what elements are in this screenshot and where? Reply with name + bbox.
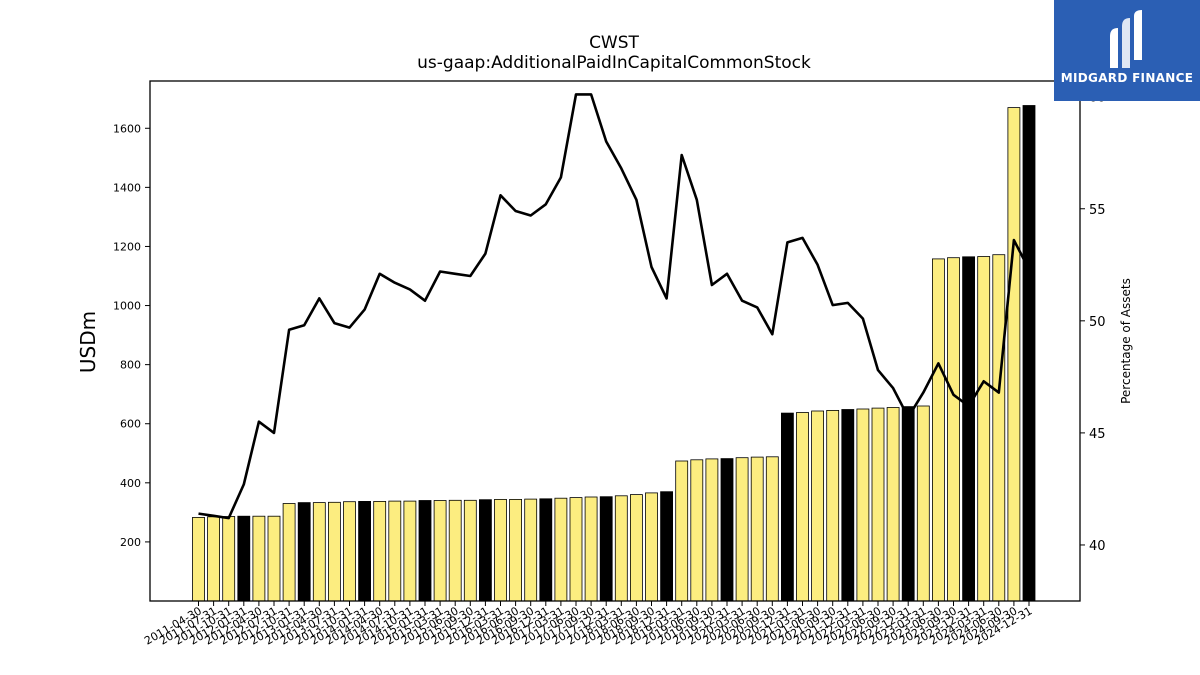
bar xyxy=(463,499,477,602)
bar xyxy=(932,258,945,602)
bar xyxy=(750,456,764,602)
bar xyxy=(494,498,507,602)
bar xyxy=(916,405,930,602)
y-axis-label: USDm xyxy=(76,311,100,373)
y-right-tick-label: 40 xyxy=(1089,539,1106,554)
right-axis-ticks: 4045505560 xyxy=(1080,91,1106,554)
bar xyxy=(645,492,658,602)
bar xyxy=(796,412,809,602)
bar xyxy=(312,502,326,602)
bar xyxy=(826,409,840,602)
bar xyxy=(524,498,538,602)
x-axis-ticks: 2011-04-302011-07-312011-10-312012-01-31… xyxy=(142,601,1035,648)
bar xyxy=(630,494,643,602)
line-path xyxy=(198,93,1031,520)
y-tick-label: 1000 xyxy=(113,300,141,313)
bar-series xyxy=(192,105,1036,602)
bar xyxy=(962,256,975,602)
bar xyxy=(448,499,462,602)
bar xyxy=(992,254,1006,602)
bar xyxy=(282,503,296,602)
bar xyxy=(569,497,583,602)
bar xyxy=(660,491,673,602)
y-tick-label: 600 xyxy=(120,418,141,431)
bar xyxy=(841,409,855,602)
bar xyxy=(222,516,236,602)
logo-text: MIDGARD FINANCE xyxy=(1060,71,1194,85)
y-tick-label: 1400 xyxy=(113,181,141,194)
bar xyxy=(509,498,523,602)
bar xyxy=(237,515,251,602)
bar xyxy=(765,456,779,602)
bar xyxy=(327,501,341,602)
bar xyxy=(539,498,553,602)
bar xyxy=(433,500,447,602)
bar xyxy=(554,497,568,602)
y-tick-label: 1200 xyxy=(113,240,141,253)
y-axis-label-right: Percentage of Assets xyxy=(1119,278,1133,404)
bar xyxy=(599,496,613,602)
bar xyxy=(418,500,432,602)
y-right-tick-label: 55 xyxy=(1089,203,1106,218)
bar xyxy=(388,500,402,602)
bar xyxy=(192,517,205,602)
bar xyxy=(343,501,356,602)
bar xyxy=(267,515,281,602)
plot-frame xyxy=(149,80,1081,602)
y-right-tick-label: 45 xyxy=(1089,427,1106,442)
brand-logo: MIDGARD FINANCE xyxy=(1054,0,1200,101)
bar xyxy=(811,410,824,602)
bar xyxy=(977,256,991,602)
bar xyxy=(720,458,734,602)
bar xyxy=(1022,105,1036,602)
y-tick-label: 1600 xyxy=(113,122,141,135)
bar xyxy=(871,407,885,602)
bar xyxy=(297,502,311,602)
bar xyxy=(705,458,719,602)
bar xyxy=(735,457,749,602)
y-tick-label: 200 xyxy=(120,536,141,549)
y-tick-label: 400 xyxy=(120,477,141,490)
logo-mark-icon xyxy=(1110,10,1142,68)
bar xyxy=(781,412,794,602)
bar xyxy=(690,459,704,602)
bar xyxy=(478,499,492,602)
bar xyxy=(856,408,870,602)
bar xyxy=(207,516,221,602)
left-axis-ticks: 200 400 600 800 1000 1200 1400 1600 xyxy=(113,122,150,549)
chart-subtitle: us-gaap:AdditionalPaidInCapitalCommonSto… xyxy=(417,53,811,73)
bar xyxy=(614,495,628,602)
bar xyxy=(886,407,900,602)
bar xyxy=(358,500,372,602)
y-tick-label: 800 xyxy=(120,359,141,372)
line-series xyxy=(198,93,1031,520)
bar xyxy=(373,500,387,602)
bar xyxy=(252,515,266,602)
bar xyxy=(675,460,689,602)
chart-title: CWST xyxy=(589,33,639,53)
bar xyxy=(403,500,417,602)
y-right-tick-label: 50 xyxy=(1089,315,1106,330)
bar xyxy=(901,406,915,602)
bar xyxy=(584,496,598,602)
bar xyxy=(1007,107,1021,602)
bar xyxy=(947,257,960,602)
